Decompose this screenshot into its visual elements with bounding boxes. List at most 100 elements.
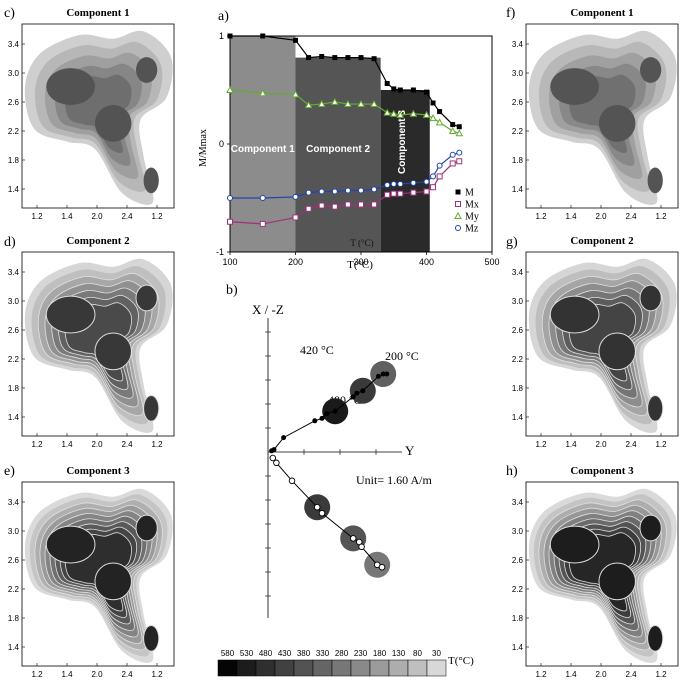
region-3 [380,90,430,252]
colorbar-swatch [407,659,428,677]
data-point [396,110,405,118]
data-point [357,99,365,108]
series-M [227,33,462,130]
data-point [318,202,325,209]
data-point [449,151,456,158]
data-point [258,89,267,97]
legend-marker [455,189,461,195]
x-tick-label: 2.4 [625,440,637,449]
data-point [430,100,436,106]
x-tick-label: 1.4 [61,440,73,449]
colorbar-swatch [369,659,390,677]
data-point [330,97,339,105]
data-point [331,188,338,195]
data-point [410,179,417,186]
region-1 [230,36,296,252]
kde-peak [143,167,159,194]
region-label-2: Component 2 [306,144,370,155]
x-tick-label: 1.2 [655,440,667,449]
x-tick-label: 1.4 [565,670,577,679]
colorbar-label: 330 [316,649,330,658]
colorbar-labels: 580 530 480 430 380 330 280 230 180 130 80 30 [221,649,442,658]
data-point [349,535,357,542]
kde-peak [45,525,96,564]
data-point [358,543,365,551]
y-tick-label: 2.6 [8,326,20,335]
series-Mz [227,149,463,201]
series-My [226,85,464,137]
data-point [384,81,390,87]
y-tick-label: 1.4 [8,185,20,194]
data-point [226,85,234,93]
data-point [423,188,430,195]
kde-peak [640,57,662,83]
kde-peak [639,514,662,542]
y-tick-label: 3.4 [512,498,524,507]
data-point [436,162,443,169]
series-lines [226,33,464,227]
x-tick-label: 1.2 [535,440,547,449]
colorbar-swatch [217,659,238,677]
x-tick-label: 2.0 [91,212,103,221]
data-point [358,55,364,61]
data-point [292,214,299,221]
colorbar-label: 30 [432,649,441,658]
data-point [422,110,431,118]
data-point [391,86,397,92]
y-tick-label: 2.2 [512,127,524,136]
data-point [344,187,351,194]
y-tick-label: 2.6 [8,98,20,107]
y-tick-label: 3.4 [8,498,20,507]
x-tick-label: 2.4 [625,212,637,221]
panel-d-letter: d) [4,235,16,250]
kde-panel-d: d) Component 2 1.2 1.4 2.0 2.4 1.2 3.4 3.0 2.6 2.2… [4,235,175,449]
data-point [273,459,280,467]
colorbar-swatch [274,659,295,677]
data-point [384,371,390,377]
kde-peak [598,104,636,142]
colorbar-swatch [331,659,352,677]
y-tick-label: 3.0 [8,297,20,306]
colorbar-swatch [293,659,314,677]
component-regions [230,36,430,252]
data-point [370,99,378,108]
x-tick-label: 1.2 [151,440,163,449]
data-point [227,218,233,225]
colorbar-label: 430 [278,649,292,658]
data-point [371,201,378,208]
y-tick-label: 1.8 [512,156,524,165]
data-point [358,187,364,194]
data-point [383,108,392,116]
kde-peak [549,295,600,334]
data-point [410,189,417,196]
data-point [260,33,266,39]
kde-peak [598,562,636,601]
y-tick-label: -1 [216,247,224,257]
y-tick-label: 1.4 [8,643,20,652]
legend-marker [455,225,461,231]
x-tick-label: 1.4 [61,670,73,679]
data-point [449,160,456,167]
y-tick-label: 3.4 [8,268,20,277]
colorbar-label: 180 [373,649,387,658]
x-tick-label: 500 [484,257,499,267]
y-tick-label: 2.6 [512,98,524,107]
region-2 [295,57,381,252]
data-point [429,114,437,122]
kde-peak [136,57,158,83]
data-point [436,173,443,180]
y-tick-label: 1.8 [8,384,20,393]
x-tick-label: 2.0 [91,440,103,449]
x-tick-label: 2.4 [625,670,637,679]
kde-peak [550,68,599,105]
colorbar-swatch [255,659,276,677]
y-tick-label: 1.4 [512,413,524,422]
y-tick-label: 2.2 [8,585,20,594]
region-label-3: Component 3 [397,110,408,174]
y-tick-labels: 1 0 -1 [216,31,230,257]
y-tick-label: 3.0 [512,297,524,306]
x-tick-label: 2.0 [595,212,607,221]
y-tick-label: 3.0 [8,527,20,536]
colorbar-label: 580 [221,649,235,658]
